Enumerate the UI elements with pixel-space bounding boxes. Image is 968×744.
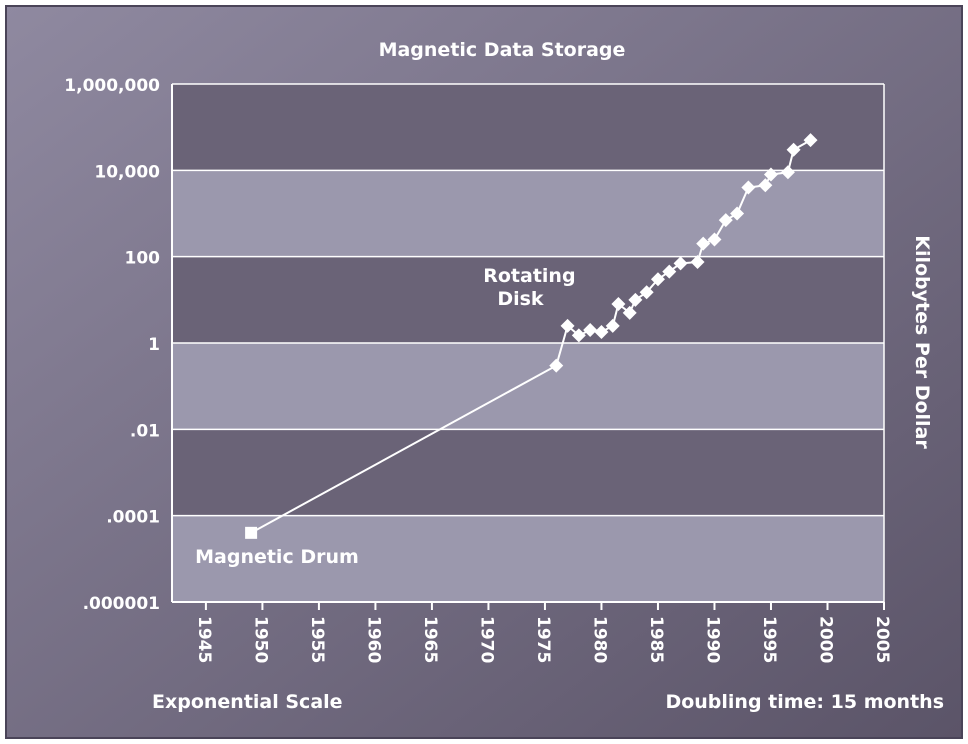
y-tick-label: 1,000,000 — [64, 76, 160, 96]
annotation-magnetic-drum: Magnetic Drum — [195, 546, 359, 568]
x-tick-label: 2000 — [815, 616, 835, 663]
data-point — [786, 142, 801, 157]
data-point — [718, 213, 733, 228]
plot-band — [172, 515, 884, 602]
data-point — [690, 255, 705, 270]
x-tick-label: 1980 — [589, 616, 609, 663]
x-tick-label: 1990 — [702, 616, 722, 663]
y-tick-label: .0001 — [106, 508, 160, 528]
annotations: Magnetic Drum Rotating Disk — [195, 265, 575, 568]
x-tick-label: 1955 — [307, 616, 327, 663]
bottom-right-caption: Doubling time: 15 months — [665, 691, 944, 713]
data-point — [245, 526, 258, 539]
x-tick-label: 2005 — [872, 616, 892, 663]
x-tick-label: 1995 — [759, 616, 779, 663]
chart-title: Magnetic Data Storage — [379, 39, 626, 61]
data-point — [628, 292, 643, 307]
y-tick-label: .01 — [130, 421, 160, 441]
data-point — [611, 297, 626, 312]
plot-band — [172, 84, 884, 171]
axes — [171, 84, 885, 610]
x-tick-label: 1950 — [250, 616, 270, 663]
data-point — [639, 285, 654, 300]
y-tick-label: 10,000 — [94, 162, 160, 182]
plot-band — [172, 170, 884, 257]
x-tick-label: 1945 — [194, 616, 214, 663]
annotation-line: Disk — [497, 288, 544, 310]
data-point — [662, 264, 677, 279]
x-tick-label: 1985 — [646, 616, 666, 663]
plot-bands — [172, 84, 884, 602]
annotation-rotating-disk: Rotating Disk — [483, 265, 575, 310]
x-tick-label: 1960 — [363, 616, 383, 663]
data-point — [741, 180, 756, 195]
data-point — [583, 323, 598, 338]
data-point — [803, 133, 818, 148]
data-point — [622, 305, 637, 320]
y-tick-label: .000001 — [83, 594, 160, 614]
data-point — [758, 178, 773, 193]
y-tick-label: 1 — [148, 335, 160, 355]
annotation-line: Rotating — [483, 265, 575, 287]
data-point — [763, 167, 778, 182]
data-point — [730, 206, 745, 221]
data-point — [571, 328, 586, 343]
plot-band — [172, 343, 884, 430]
x-tick-label: 1970 — [476, 616, 496, 663]
data-point — [780, 165, 795, 180]
series-group — [245, 133, 818, 539]
data-point — [605, 318, 620, 333]
data-point — [549, 358, 564, 373]
x-tick-label: 1975 — [533, 616, 553, 663]
data-point — [650, 272, 665, 287]
plot-band — [172, 429, 884, 516]
data-point — [673, 256, 688, 271]
y-tick-labels: 1,000,000 10,000 100 1 .01 .0001 .000001 — [64, 76, 160, 614]
data-point — [560, 318, 575, 333]
data-point — [594, 324, 609, 339]
y-tick-label: 100 — [125, 249, 161, 269]
y-axis-label: Kilobytes Per Dollar — [911, 235, 933, 449]
bottom-left-caption: Exponential Scale — [152, 691, 343, 713]
data-point — [696, 236, 711, 251]
plot-band — [172, 256, 884, 343]
x-tick-labels: 1945 1950 1955 1960 1965 1970 1975 1980 1985 1990… — [194, 616, 892, 663]
x-tick-label: 1965 — [420, 616, 440, 663]
data-point — [707, 232, 722, 247]
